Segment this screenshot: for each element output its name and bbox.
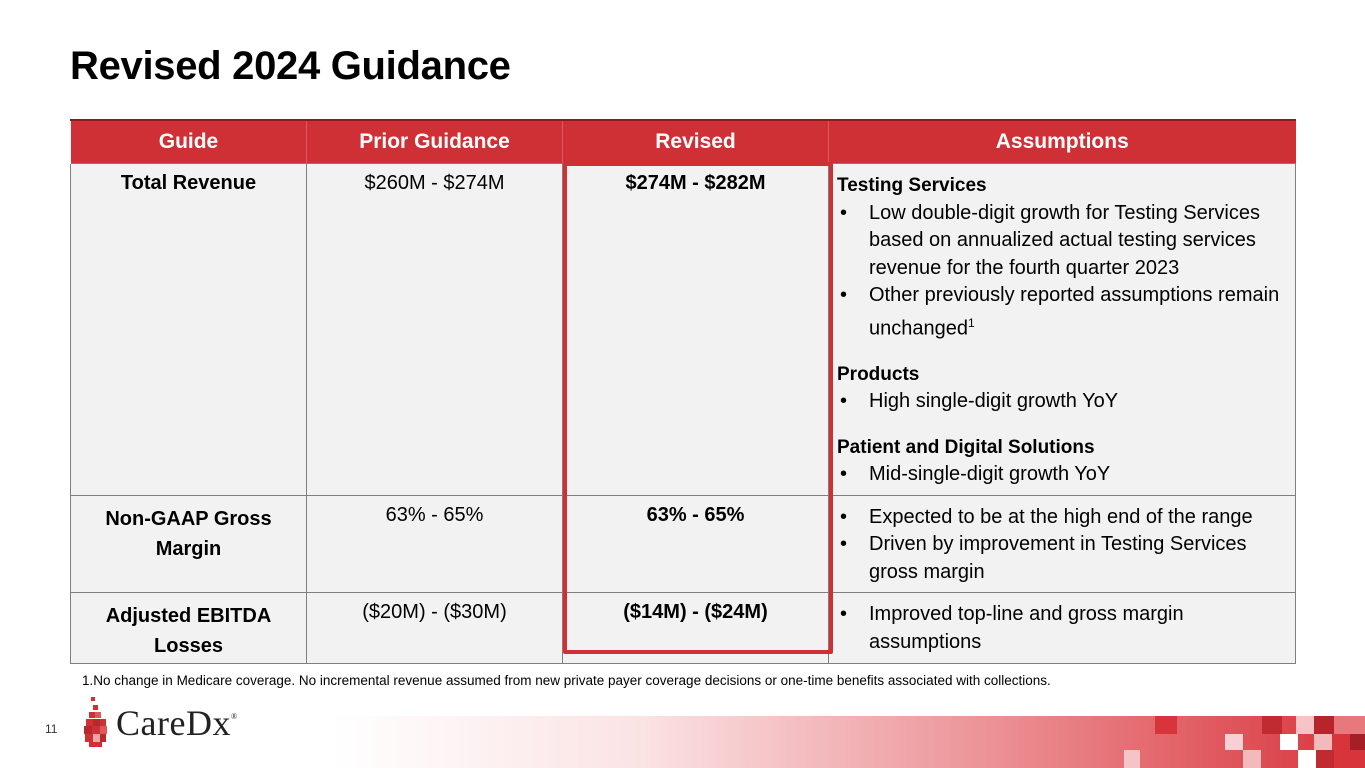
revised-cell: 63% - 65% [562,494,829,594]
decorative-gradient-band [330,716,1365,768]
slide-title: Revised 2024 Guidance [70,44,511,88]
logo-wordmark: CareDx® [116,702,238,744]
section-heading: Products [837,363,920,385]
list-item: Driven by improvement in Testing Service… [837,531,1285,586]
page-number: 11 [45,722,58,736]
bullet-text: Other previously reported assumptions re… [869,284,1280,340]
registered-mark: ® [230,712,238,721]
list-item: Other previously reported assumptions re… [837,282,1285,343]
assumptions-cell: Expected to be at the high end of the ra… [828,494,1296,594]
prior-cell: ($20M) - ($30M) [306,592,563,665]
table-row-total-revenue: Total Revenue $260M - $274M $274M - $282… [70,163,1296,496]
revised-cell: ($14M) - ($24M) [562,592,829,665]
guidance-table: Guide Prior Guidance Revised Assumptions… [70,119,1296,665]
logo-text: CareDx [116,703,231,743]
guide-cell: Non-GAAP Gross Margin [70,494,307,594]
list-item: Improved top-line and gross margin assum… [837,601,1285,656]
guide-cell: Total Revenue [70,163,307,496]
footnote-ref: 1 [967,315,975,330]
bullet-list: Low double-digit growth for Testing Serv… [837,200,1285,343]
section-heading: Patient and Digital Solutions [837,436,1095,458]
header-revised: Revised [562,119,829,164]
assumptions-cell: Improved top-line and gross margin assum… [828,592,1296,665]
prior-cell: $260M - $274M [306,163,563,496]
guide-cell: Adjusted EBITDA Losses [70,592,307,665]
prior-cell: 63% - 65% [306,494,563,594]
caredx-logo: CareDx® [82,697,238,749]
footnote: 1.No change in Medicare coverage. No inc… [82,673,1051,688]
section-heading: Testing Services [837,175,987,196]
table-header-row: Guide Prior Guidance Revised Assumptions [70,119,1296,164]
list-item: Mid-single-digit growth YoY [837,461,1285,489]
caredx-logo-icon [84,697,107,747]
list-item: Low double-digit growth for Testing Serv… [837,200,1285,283]
bullet-list: High single-digit growth YoY [837,388,1285,416]
table-row-gross-margin: Non-GAAP Gross Margin 63% - 65% 63% - 65… [70,494,1296,594]
table-row-adjusted-ebitda: Adjusted EBITDA Losses ($20M) - ($30M) (… [70,592,1296,665]
bullet-list: Expected to be at the high end of the ra… [837,504,1285,587]
bullet-list: Mid-single-digit growth YoY [837,461,1285,489]
revised-cell: $274M - $282M [562,163,829,496]
list-item: Expected to be at the high end of the ra… [837,504,1285,532]
header-guide: Guide [70,119,307,164]
header-assumptions: Assumptions [828,119,1296,164]
assumptions-cell: Testing Services Low double-digit growth… [828,163,1296,496]
bullet-list: Improved top-line and gross margin assum… [837,601,1285,656]
header-prior-guidance: Prior Guidance [306,119,563,164]
list-item: High single-digit growth YoY [837,388,1285,416]
